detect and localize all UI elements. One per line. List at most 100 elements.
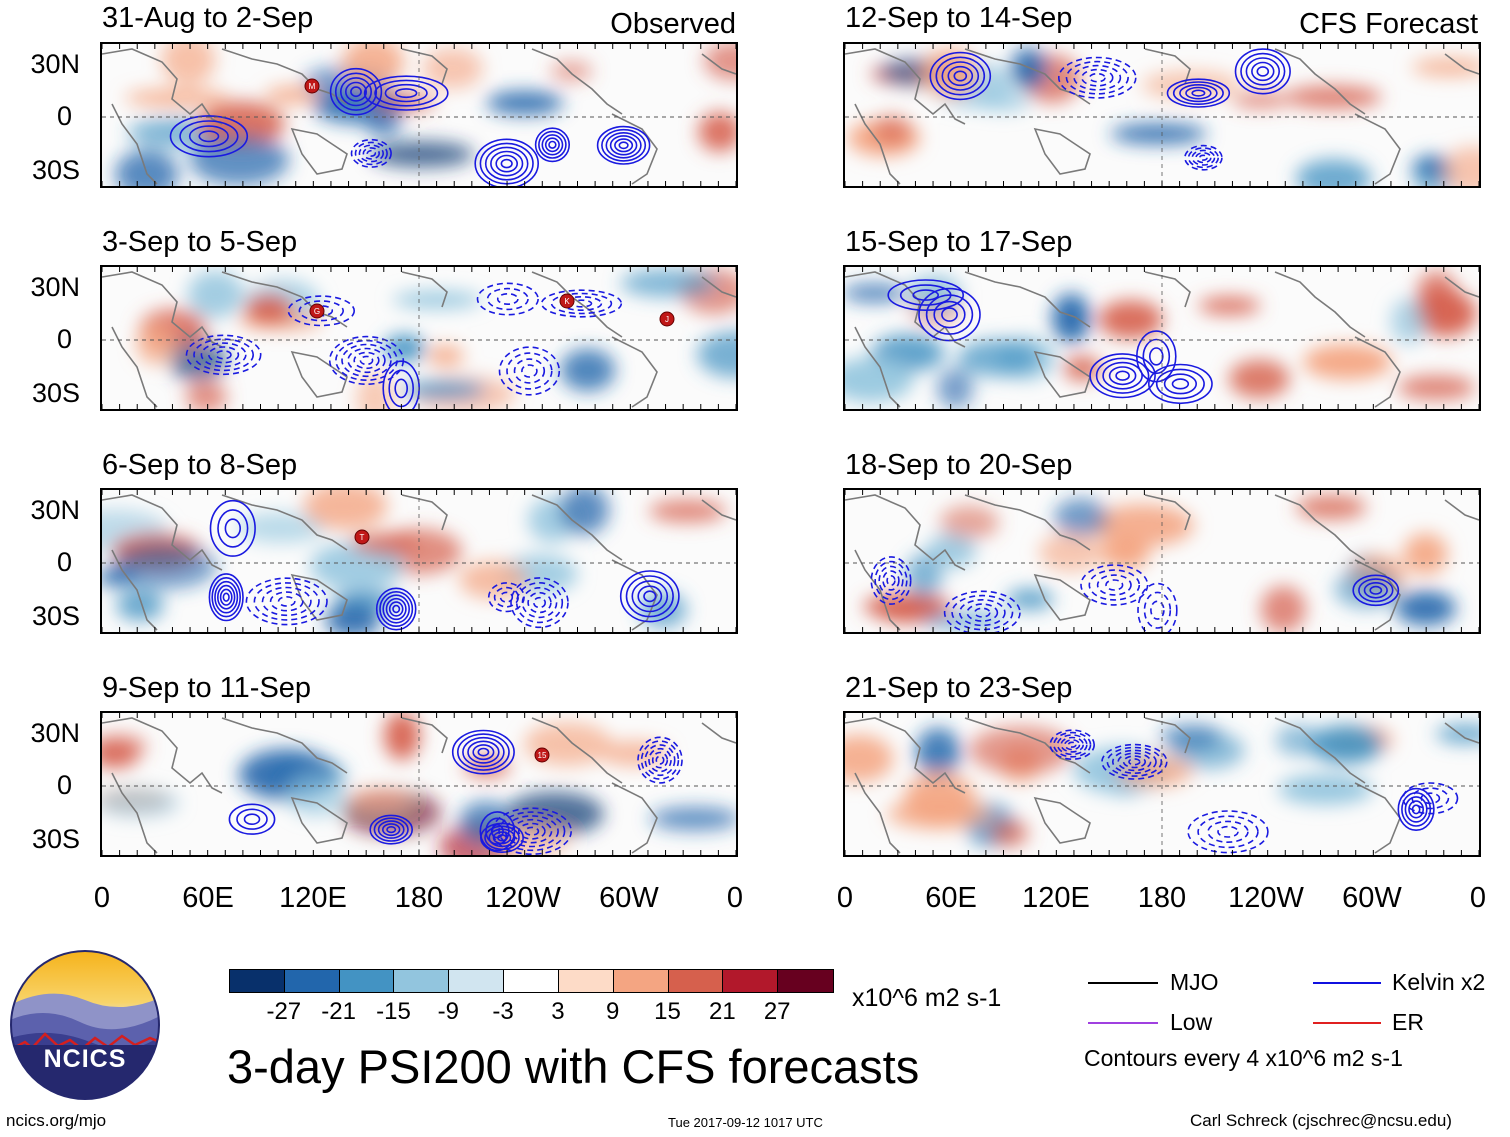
contour-ring bbox=[1166, 78, 1231, 108]
contour-ring bbox=[1404, 796, 1428, 823]
coastline-segment bbox=[531, 48, 623, 115]
anomaly-blob bbox=[872, 115, 912, 146]
anomaly-blob bbox=[1006, 588, 1054, 610]
coastline-segment bbox=[290, 350, 348, 398]
contour-ring bbox=[1411, 787, 1450, 810]
contour-ring bbox=[363, 75, 449, 111]
colorbar-swatch bbox=[723, 970, 779, 992]
anomaly-blob bbox=[1390, 298, 1427, 345]
coastline-segment bbox=[102, 48, 223, 125]
anomaly-blob bbox=[600, 740, 670, 767]
contour-ring bbox=[214, 580, 239, 614]
contour-ring bbox=[882, 570, 900, 591]
contour-ring bbox=[929, 51, 992, 101]
contour-ring bbox=[277, 596, 296, 607]
map-panel-observed-1: M bbox=[100, 42, 738, 188]
contour-ring bbox=[958, 598, 1006, 627]
contour-ring bbox=[340, 77, 373, 107]
contour-ring bbox=[328, 335, 405, 386]
axis-ticks bbox=[845, 44, 1479, 186]
contour-ring bbox=[1363, 582, 1388, 599]
contour-ring bbox=[1147, 363, 1213, 405]
anomaly-blob bbox=[1278, 774, 1373, 805]
axis-ticks bbox=[102, 713, 736, 855]
contour-ring bbox=[541, 134, 564, 156]
map-canvas bbox=[845, 490, 1479, 632]
contour-ring bbox=[394, 378, 409, 399]
anomaly-blob bbox=[845, 734, 894, 783]
contour-ring bbox=[637, 585, 663, 608]
contour-ring bbox=[222, 592, 230, 602]
contour-ring bbox=[287, 295, 355, 327]
contour-ring bbox=[1115, 370, 1130, 381]
anomaly-blob bbox=[189, 135, 290, 186]
storm-letter: T bbox=[360, 533, 365, 542]
lat-label-30s: 30S bbox=[31, 824, 80, 854]
grid-lines bbox=[845, 713, 1479, 855]
coastline-segment bbox=[964, 48, 1091, 105]
anomaly-blob bbox=[402, 381, 486, 399]
colorbar-swatch bbox=[778, 970, 833, 992]
contour-ring bbox=[1240, 52, 1286, 90]
contour-ring bbox=[941, 61, 980, 91]
contour-ring bbox=[1122, 755, 1147, 769]
coastlines bbox=[102, 717, 736, 854]
contour-ring bbox=[261, 586, 312, 617]
tropical-cyclone-marker[interactable]: M bbox=[304, 78, 320, 94]
grid-lines bbox=[102, 713, 736, 855]
contour-ring bbox=[377, 820, 405, 839]
tropical-cyclone-marker[interactable]: K bbox=[559, 293, 575, 309]
coastline-segment bbox=[102, 494, 223, 571]
contour-ring bbox=[1089, 353, 1156, 399]
contour-ring bbox=[544, 137, 560, 153]
anomaly-blob bbox=[185, 382, 228, 409]
cfs-forecast-label: CFS Forecast bbox=[1299, 8, 1478, 40]
anomaly-blob bbox=[1403, 533, 1448, 575]
anomaly-blob bbox=[136, 321, 174, 365]
anomaly-blob bbox=[1228, 359, 1290, 399]
contour-ring bbox=[1073, 64, 1122, 91]
legend-label-er: ER bbox=[1392, 1009, 1424, 1035]
tropical-cyclone-marker[interactable]: G bbox=[309, 303, 325, 319]
contour-ring bbox=[496, 834, 507, 842]
contour-ring bbox=[382, 594, 411, 624]
contour-ring bbox=[521, 364, 538, 378]
contour-ring bbox=[1096, 574, 1132, 596]
footer-url[interactable]: ncics.org/mjo bbox=[6, 1111, 107, 1130]
coastline-segment bbox=[1354, 336, 1401, 408]
coastline-segment bbox=[221, 271, 348, 328]
coastline-segment bbox=[531, 271, 623, 338]
anomaly-blob bbox=[1198, 296, 1261, 315]
contour-ring bbox=[392, 604, 401, 614]
grid-lines bbox=[845, 267, 1479, 409]
tropical-cyclone-marker[interactable]: J bbox=[659, 311, 675, 327]
contour-ring bbox=[493, 586, 520, 608]
contour-ring bbox=[947, 65, 974, 87]
anomaly-blob bbox=[1295, 159, 1372, 186]
colorbar-units: x10^6 m2 s-1 bbox=[852, 984, 1002, 1012]
anomaly-shading bbox=[847, 47, 1479, 186]
tropical-cyclone-marker[interactable]: T bbox=[354, 529, 370, 545]
contour-ring bbox=[918, 287, 981, 342]
anomaly-blob bbox=[1295, 495, 1367, 520]
anomaly-blob bbox=[915, 727, 961, 778]
colorbar bbox=[229, 969, 834, 993]
coastline-segment bbox=[1444, 499, 1479, 521]
anomaly-shading bbox=[115, 44, 736, 186]
anomaly-blob bbox=[957, 339, 1041, 377]
lon-label: 180 bbox=[1137, 882, 1187, 914]
legend-line-low bbox=[1088, 1022, 1158, 1024]
legend-line-kelvin bbox=[1313, 982, 1381, 984]
map-panel-observed-4: 15 bbox=[100, 711, 738, 857]
contour-ring bbox=[1358, 578, 1394, 603]
storm-letter: G bbox=[314, 307, 320, 316]
contour-ring bbox=[385, 597, 407, 621]
tropical-cyclone-marker[interactable]: 15 bbox=[534, 747, 550, 763]
coastline-segment bbox=[401, 271, 448, 308]
ncics-logo-graphic bbox=[10, 950, 160, 1100]
contour-ring bbox=[358, 144, 384, 163]
lon-label: 120E bbox=[279, 882, 347, 914]
grid-lines bbox=[102, 490, 736, 632]
anomaly-blob bbox=[187, 270, 244, 318]
contour-ring bbox=[198, 130, 220, 143]
